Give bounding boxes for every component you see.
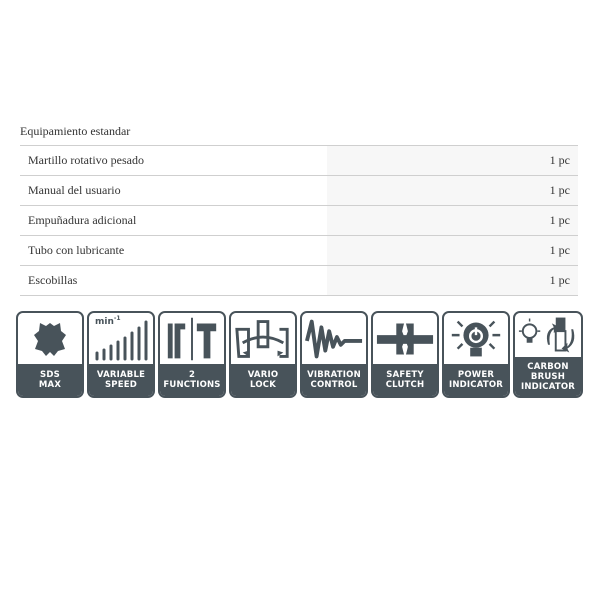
feature-label: POWER xyxy=(457,370,495,380)
feature-label: VARIABLE xyxy=(96,370,146,380)
item-qty: 1 pc xyxy=(549,213,570,227)
feature-variable-speed: min-1 VARIABLE SPEED xyxy=(87,311,155,398)
vario-lock-icon xyxy=(235,319,289,358)
section-title: Equipamiento estandar xyxy=(20,124,131,138)
table-row: Tubo con lubricante 1 pc xyxy=(20,236,578,266)
feature-icons: SDS MAX min-1 VARIABLE SPEED 2 FUNCTIONS VA… xyxy=(16,311,583,398)
item-qty: 1 pc xyxy=(549,153,570,167)
item-qty: 1 pc xyxy=(549,243,570,257)
table-row: Manual del usuario 1 pc xyxy=(20,176,578,206)
table-row: Martillo rotativo pesado 1 pc xyxy=(20,146,578,176)
item-name: Escobillas xyxy=(28,273,78,287)
item-qty: 1 pc xyxy=(549,273,570,287)
feature-label: 2 xyxy=(188,370,196,380)
speed-unit-label: min-1 xyxy=(95,315,121,327)
item-name: Manual del usuario xyxy=(28,183,121,197)
feature-label: LOCK xyxy=(250,380,276,390)
feature-label: CONTROL xyxy=(310,380,358,390)
standard-equipment-table: Martillo rotativo pesado 1 pc Manual del … xyxy=(20,145,578,296)
item-name: Martillo rotativo pesado xyxy=(28,153,144,167)
feature-label: BRUSH xyxy=(530,371,566,382)
feature-label: INDICATOR xyxy=(520,381,576,392)
feature-label: VIBRATION xyxy=(307,370,361,380)
item-name: Empuñadura adicional xyxy=(28,213,137,227)
variable-speed-icon xyxy=(95,320,148,360)
feature-label: CARBON xyxy=(527,361,569,372)
carbon-brush-indicator-icon xyxy=(518,317,575,353)
feature-safety-clutch: SAFETY CLUTCH xyxy=(371,311,439,398)
item-qty: 1 pc xyxy=(549,183,570,197)
safety-clutch-icon xyxy=(376,323,434,354)
feature-2-functions: 2 FUNCTIONS xyxy=(158,311,226,398)
feature-label: SDS xyxy=(40,370,60,380)
feature-power-indicator: POWER INDICATOR xyxy=(442,311,510,398)
feature-label: SAFETY xyxy=(386,370,424,380)
feature-label: MAX xyxy=(38,380,62,390)
table-row: Escobillas 1 pc xyxy=(20,266,578,296)
feature-label: SPEED xyxy=(104,380,138,390)
feature-carbon-brush-indicator: CARBON BRUSH INDICATOR xyxy=(513,311,583,398)
feature-label: CLUTCH xyxy=(385,380,425,390)
item-name: Tubo con lubricante xyxy=(28,243,125,257)
feature-label: VARIO xyxy=(247,370,279,380)
feature-vibration-control: VIBRATION CONTROL xyxy=(300,311,368,398)
feature-vario-lock: VARIO LOCK xyxy=(229,311,297,398)
feature-label: INDICATOR xyxy=(448,380,504,390)
feature-label: FUNCTIONS xyxy=(163,380,221,390)
sds-max-icon xyxy=(34,322,66,356)
feature-sds-max: SDS MAX xyxy=(16,311,84,398)
table-row: Empuñadura adicional 1 pc xyxy=(20,206,578,236)
vibration-control-icon xyxy=(305,319,363,358)
two-functions-icon xyxy=(167,317,217,360)
power-indicator-icon xyxy=(451,320,501,356)
